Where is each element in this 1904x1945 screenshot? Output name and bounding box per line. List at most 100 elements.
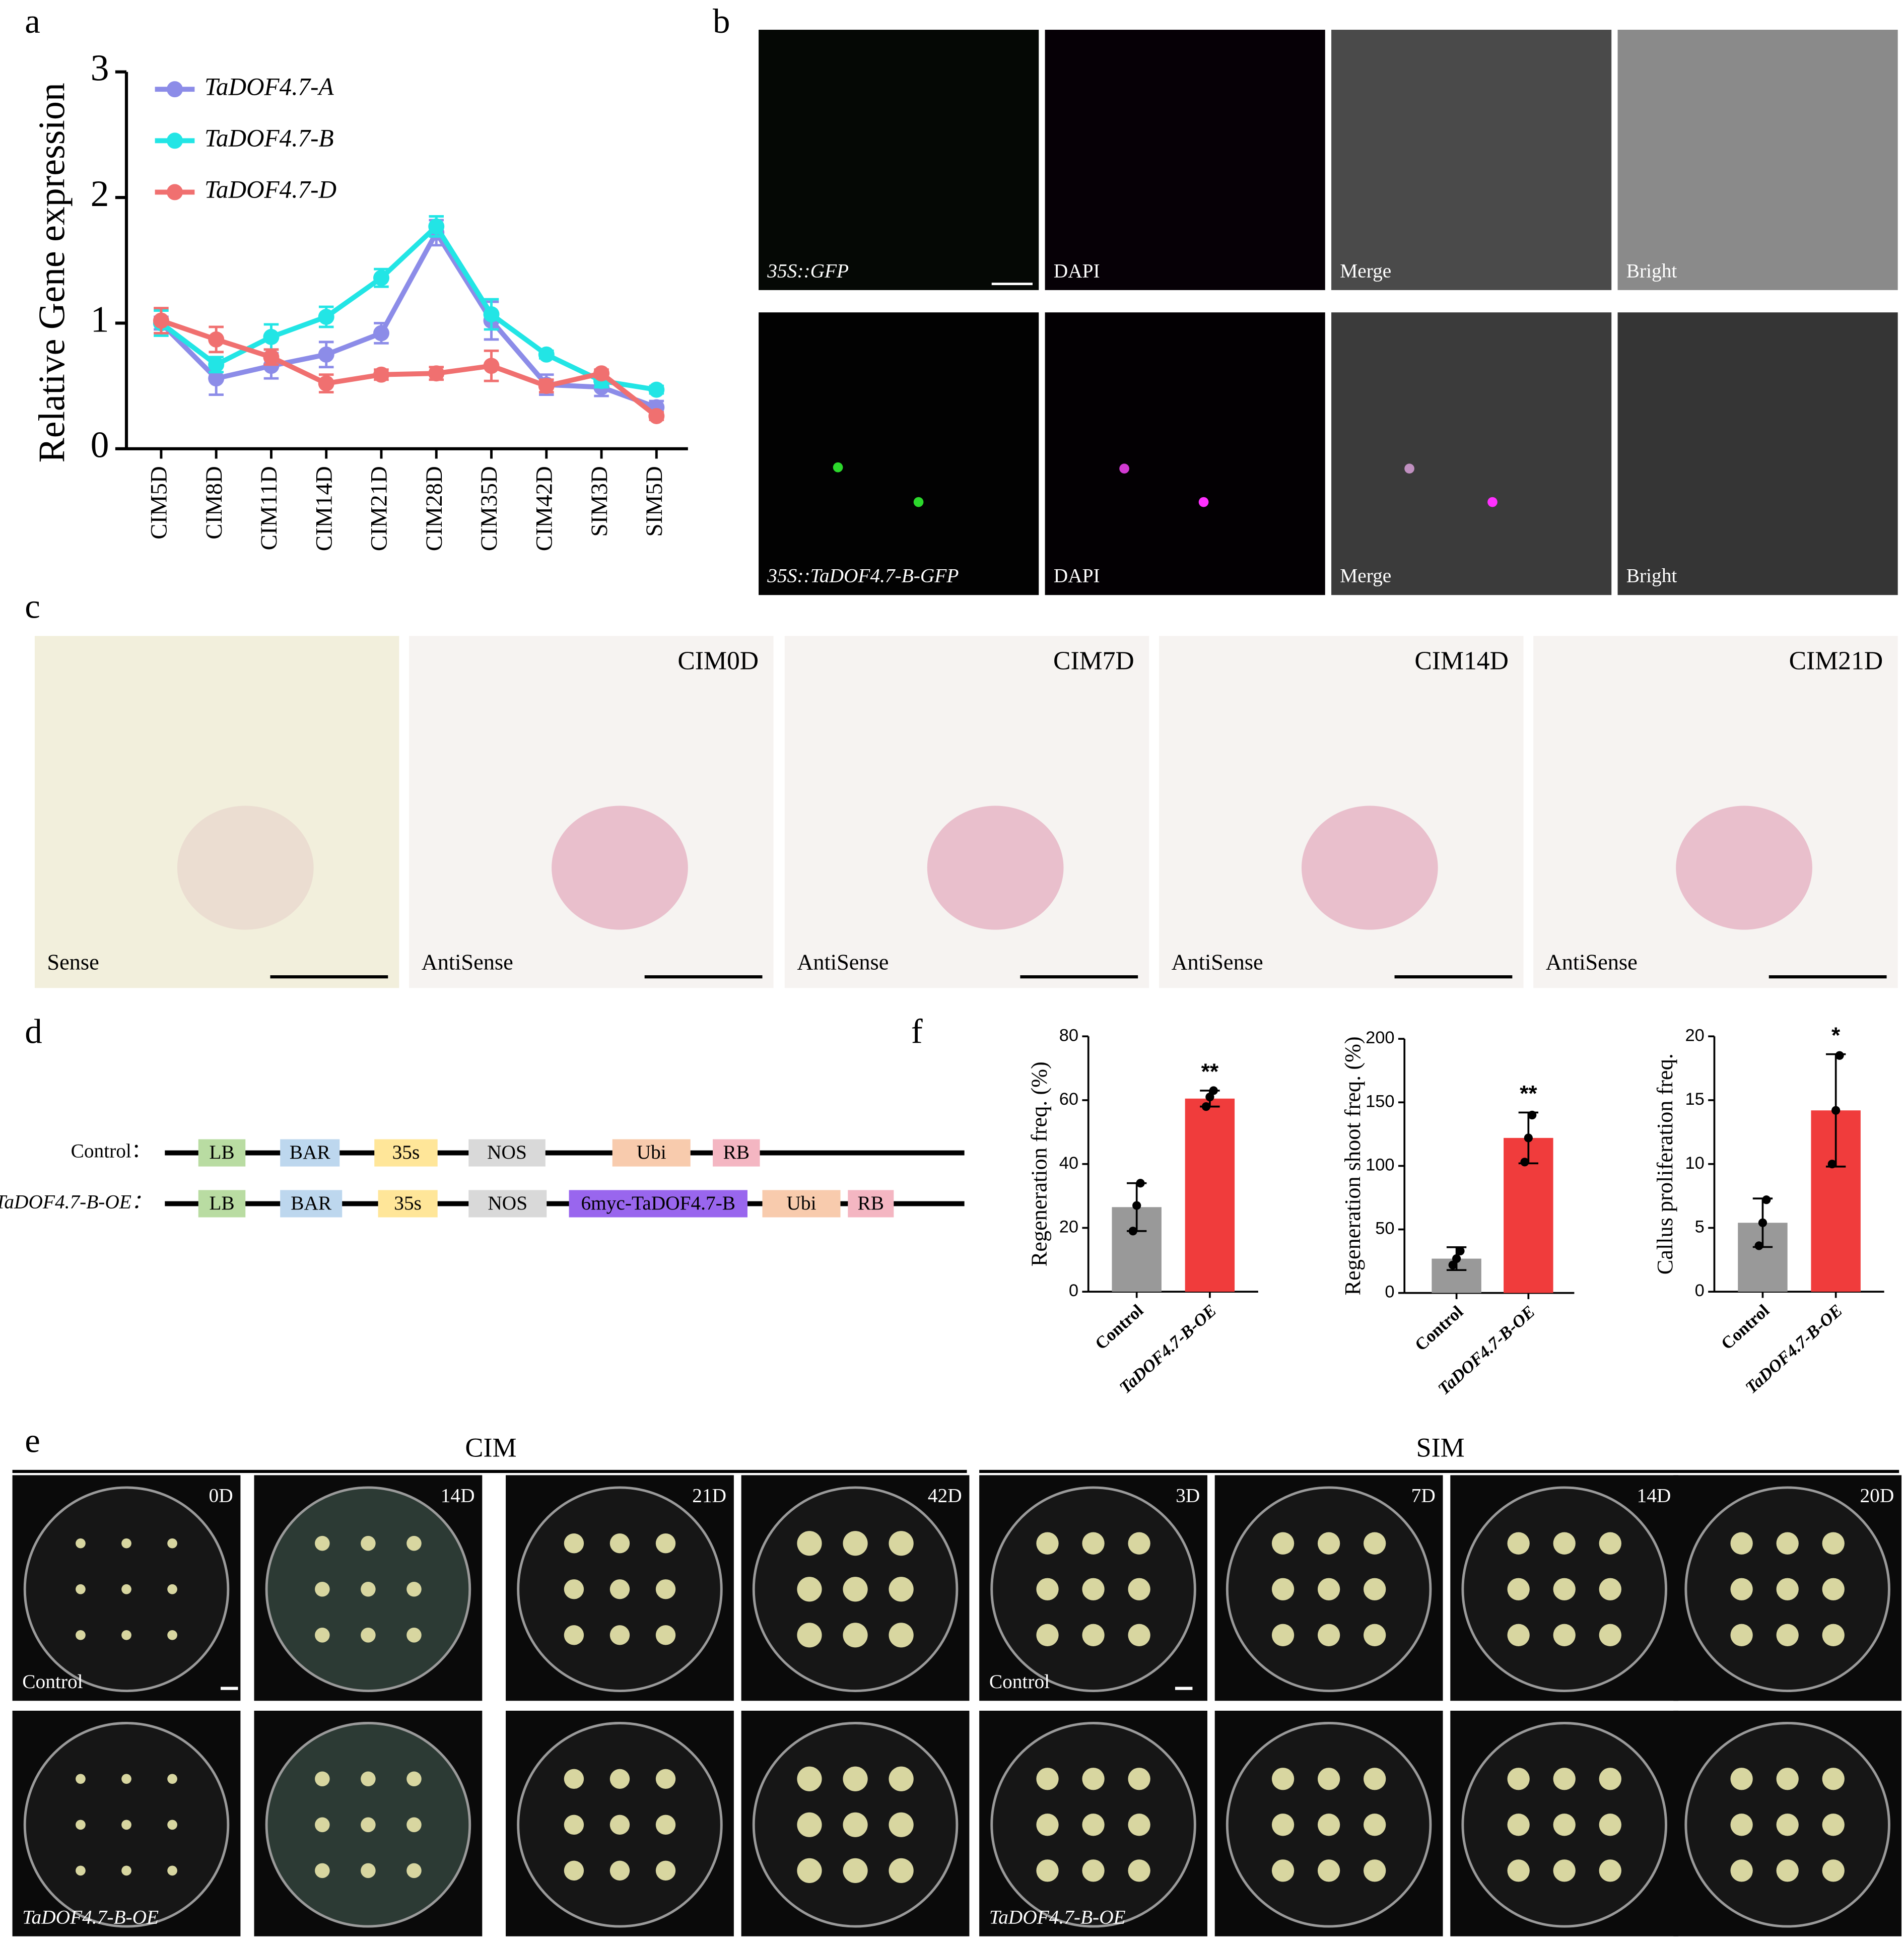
explant xyxy=(1036,1768,1059,1790)
explant xyxy=(121,1774,131,1784)
point xyxy=(483,306,500,322)
explant xyxy=(406,1771,422,1787)
explant xyxy=(121,1630,131,1640)
explant xyxy=(121,1865,131,1876)
y-tick-label: 60 xyxy=(1059,1090,1078,1109)
explant xyxy=(121,1584,131,1594)
element-label: NOS xyxy=(488,1192,527,1214)
day-label: 14D xyxy=(1637,1485,1671,1507)
construct-element xyxy=(612,1139,691,1167)
explant xyxy=(1730,1578,1753,1600)
y-tick-label: 10 xyxy=(1685,1154,1704,1173)
explant xyxy=(1317,1814,1340,1836)
explant xyxy=(1730,1814,1753,1836)
legend-swatch xyxy=(166,132,183,149)
row-label: TaDOF4.7-B-OE xyxy=(22,1906,159,1928)
y-tick-label: 5 xyxy=(1695,1218,1705,1237)
panel-label: a xyxy=(25,2,40,40)
construct-element xyxy=(280,1190,343,1218)
probe-label: AntiSense xyxy=(1172,950,1263,975)
construct-element xyxy=(198,1139,246,1167)
explant xyxy=(1822,1624,1845,1646)
explant xyxy=(406,1535,422,1551)
point xyxy=(373,366,389,383)
explant xyxy=(406,1863,422,1879)
explant xyxy=(564,1815,584,1835)
construct-element xyxy=(468,1190,547,1218)
construct-element xyxy=(280,1139,340,1167)
legend-label: TaDOF4.7-A xyxy=(205,73,334,100)
y-tick-label: 50 xyxy=(1375,1219,1394,1238)
explant xyxy=(1776,1624,1799,1646)
y-tick-label: 0 xyxy=(1385,1283,1394,1302)
explant xyxy=(564,1579,584,1599)
explant xyxy=(1507,1578,1530,1600)
explant xyxy=(1364,1578,1386,1600)
data-point xyxy=(1136,1179,1145,1188)
explant xyxy=(1317,1859,1340,1882)
explant xyxy=(797,1812,822,1837)
construct-element xyxy=(762,1190,841,1218)
explant xyxy=(797,1623,822,1648)
y-tick-label: 1 xyxy=(91,298,109,340)
construct-name: TaDOF4.7-B-OE： xyxy=(0,1190,151,1213)
point xyxy=(318,375,334,392)
day-label: 42D xyxy=(928,1485,962,1507)
element-label: LB xyxy=(209,1192,234,1214)
significance: ** xyxy=(1520,1082,1537,1106)
micrograph-label: DAPI xyxy=(1054,565,1100,587)
y-tick-label: 40 xyxy=(1059,1154,1078,1173)
data-point xyxy=(1132,1201,1141,1210)
element-label: Ubi xyxy=(786,1192,816,1214)
explant xyxy=(1082,1859,1105,1882)
point xyxy=(538,346,555,363)
series-line xyxy=(159,228,658,410)
micrograph-label: DAPI xyxy=(1054,259,1100,282)
explant xyxy=(315,1535,330,1551)
nucleus xyxy=(1119,463,1129,474)
explant xyxy=(843,1623,868,1648)
construct-element xyxy=(198,1190,246,1218)
x-tick-label: Control xyxy=(1092,1301,1147,1354)
explant xyxy=(1364,1624,1386,1646)
explant xyxy=(1599,1578,1621,1600)
legend-swatch xyxy=(166,81,183,98)
data-point xyxy=(1754,1241,1763,1250)
explant xyxy=(1776,1814,1799,1836)
data-point xyxy=(1128,1227,1137,1236)
explant xyxy=(1082,1578,1105,1600)
x-tick-label: SIM3D xyxy=(586,466,613,536)
x-tick-label: CIM11D xyxy=(256,466,282,550)
point xyxy=(428,365,445,382)
nucleus xyxy=(913,497,924,507)
explant xyxy=(889,1812,914,1837)
explant xyxy=(1599,1814,1621,1836)
micrograph-label: Bright xyxy=(1626,565,1677,587)
explant xyxy=(361,1863,376,1879)
explant xyxy=(609,1860,630,1881)
data-point xyxy=(1448,1260,1457,1269)
explant xyxy=(843,1766,868,1791)
micrograph xyxy=(759,30,1039,290)
explant xyxy=(1553,1768,1576,1790)
nucleus xyxy=(1404,463,1414,474)
explant xyxy=(76,1820,86,1830)
explant xyxy=(564,1860,584,1881)
explant xyxy=(406,1628,422,1643)
explant xyxy=(121,1538,131,1549)
explant xyxy=(1822,1532,1845,1555)
day-label: 21D xyxy=(692,1485,726,1507)
explant xyxy=(609,1579,630,1599)
point xyxy=(648,408,665,424)
explant xyxy=(655,1860,676,1881)
y-tick-label: 2 xyxy=(91,173,109,214)
y-axis-label: Callus proliferation freq. xyxy=(1653,1053,1677,1275)
micrograph-label: Merge xyxy=(1340,259,1391,282)
micrograph-label: Bright xyxy=(1626,259,1677,282)
construct-element xyxy=(468,1139,546,1167)
construct-element xyxy=(378,1190,438,1218)
explant xyxy=(1730,1859,1753,1882)
data-point xyxy=(1456,1246,1465,1255)
explant xyxy=(1271,1532,1295,1555)
